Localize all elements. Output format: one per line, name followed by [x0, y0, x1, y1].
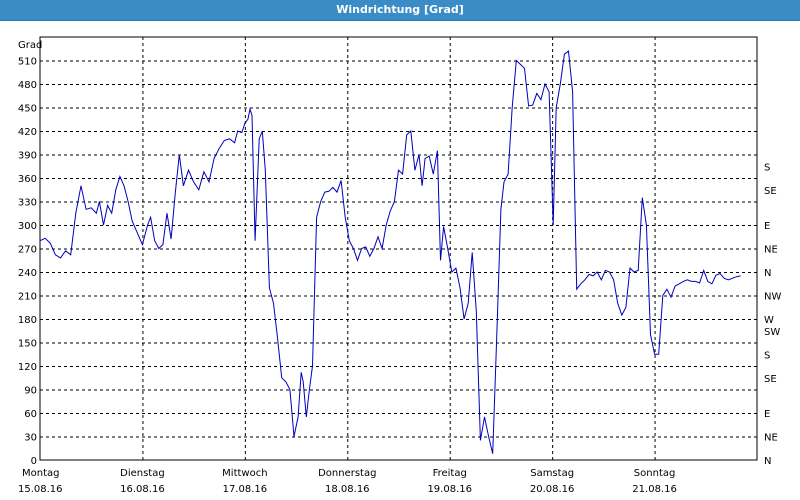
y-tick-label-14: 420: [18, 127, 37, 138]
x-tick-date-4: 19.08.16: [427, 484, 472, 495]
y-tick-label-5: 150: [18, 339, 37, 350]
x-tick-day-0: Montag: [22, 468, 59, 479]
right-tick-label-9: NE: [764, 245, 778, 256]
x-tick-date-1: 16.08.16: [120, 484, 165, 495]
x-tick-day-5: Samstag: [530, 468, 574, 479]
y-tick-label-10: 300: [18, 221, 37, 232]
x-tick-day-3: Donnerstag: [318, 468, 376, 479]
right-tick-label-4: S: [764, 350, 770, 361]
y-tick-label-1: 30: [24, 433, 37, 444]
right-tick-label-10: E: [764, 221, 770, 232]
y-tick-labels: 0 30 60 90 120 150 180 210 240 270 300 330 360 390 420…: [18, 57, 37, 468]
right-tick-label-6: W: [764, 315, 774, 326]
y-tick-label-2: 60: [24, 409, 37, 420]
grid-lines: [40, 37, 757, 460]
y-tick-label-4: 120: [18, 362, 37, 373]
plot-frame: [39, 36, 758, 461]
y-tick-label-12: 360: [18, 174, 37, 185]
right-tick-label-12: S: [764, 162, 770, 173]
y-tick-label-7: 210: [18, 292, 37, 303]
y-axis-label: Grad: [18, 40, 42, 51]
y-tick-label-15: 450: [18, 104, 37, 115]
y-tick-label-0: 0: [31, 456, 37, 467]
y-tick-label-8: 240: [18, 268, 37, 279]
x-tick-day-2: Mittwoch: [222, 468, 267, 479]
right-tick-label-2: E: [764, 409, 770, 420]
window-title: Windrichtung [Grad]: [336, 3, 464, 16]
x-tick-date-3: 18.08.16: [325, 484, 370, 495]
x-tick-date-6: 21.08.16: [632, 484, 677, 495]
right-tick-label-11: SE: [764, 186, 777, 197]
y-tick-label-13: 390: [18, 151, 37, 162]
window-titlebar: Windrichtung [Grad]: [0, 0, 800, 21]
y-tick-label-6: 180: [18, 315, 37, 326]
right-tick-label-1: NE: [764, 433, 778, 444]
x-tick-day-6: Sonntag: [634, 468, 676, 479]
right-tick-label-7: NW: [764, 292, 781, 303]
y-tick-label-9: 270: [18, 245, 37, 256]
y-tick-label-11: 330: [18, 198, 37, 209]
right-tick-labels: N NE E SE S SWW NW N NE E SE S: [764, 162, 781, 467]
x-tick-date-5: 20.08.16: [530, 484, 575, 495]
x-tick-date-2: 17.08.16: [223, 484, 268, 495]
x-tick-day-4: Freitag: [433, 468, 467, 479]
series-line: [39, 50, 741, 454]
right-tick-label-5: SW: [764, 327, 780, 338]
right-tick-label-3: SE: [764, 374, 777, 385]
x-tick-day-1: Dienstag: [120, 468, 165, 479]
right-tick-label-0: N: [764, 456, 771, 467]
y-tick-label-3: 90: [24, 386, 37, 397]
x-tick-labels: Montag 15.08.16 Dienstag 16.08.16 Mittwoch 17…: [18, 468, 677, 495]
x-tick-date-0: 15.08.16: [18, 484, 63, 495]
right-tick-label-8: N: [764, 268, 771, 279]
y-tick-label-17: 510: [18, 57, 37, 68]
y-tick-label-16: 480: [18, 80, 37, 91]
